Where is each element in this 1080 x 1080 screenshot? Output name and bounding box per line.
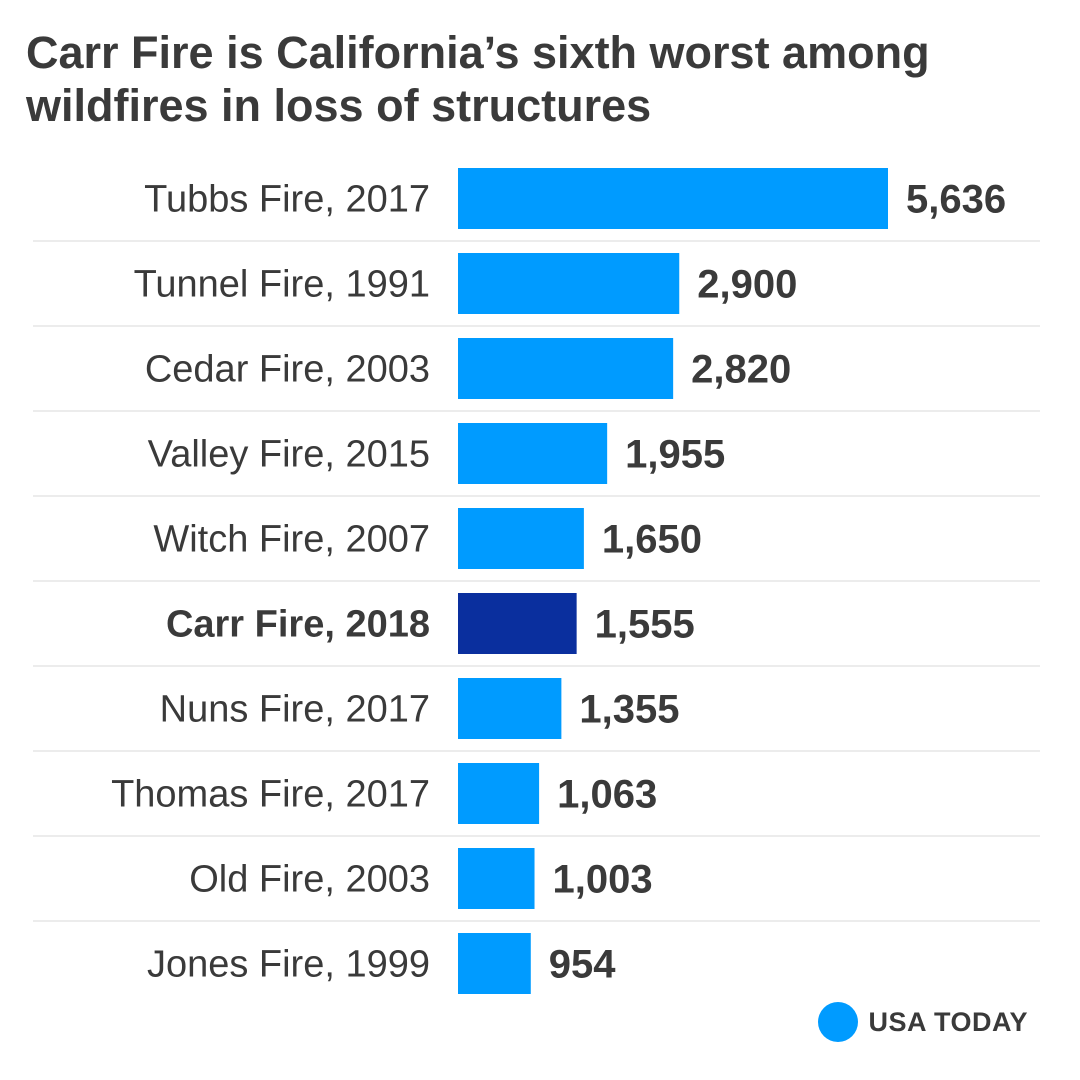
category-labels: Tubbs Fire, 2017 Tunnel Fire, 1991 Cedar F… <box>111 179 430 986</box>
category-label: Nuns Fire, 2017 <box>160 689 430 731</box>
value-label: 954 <box>549 943 616 987</box>
value-label: 5,636 <box>906 178 1006 222</box>
chart-title: Carr Fire is California’s sixth worst am… <box>26 27 930 131</box>
value-label: 1,955 <box>625 433 725 477</box>
value-label: 1,063 <box>557 773 657 817</box>
value-label: 2,900 <box>697 263 797 307</box>
bar-2 <box>458 338 674 399</box>
value-label: 2,820 <box>691 348 791 392</box>
bar-8 <box>458 848 535 909</box>
value-label: 1,555 <box>595 603 695 647</box>
category-label: Old Fire, 2003 <box>189 859 430 901</box>
bar-7 <box>458 763 540 824</box>
value-label: 1,355 <box>579 688 679 732</box>
category-label: Carr Fire, 2018 <box>166 604 430 646</box>
category-label: Thomas Fire, 2017 <box>111 774 430 816</box>
bar-9 <box>458 933 531 994</box>
category-label: Jones Fire, 1999 <box>147 944 430 986</box>
category-label: Cedar Fire, 2003 <box>145 349 430 391</box>
category-label: Tubbs Fire, 2017 <box>144 179 430 221</box>
category-label: Tunnel Fire, 1991 <box>134 264 430 306</box>
bar-3 <box>458 423 608 484</box>
logo-text: USA TODAY <box>868 1006 1028 1037</box>
usa-today-logo: USA TODAY <box>818 1002 1028 1042</box>
usa-today-dot-icon <box>818 1002 859 1042</box>
bar-6 <box>458 678 562 739</box>
bar-5 <box>458 593 577 654</box>
bar-0 <box>458 168 888 229</box>
value-label: 1,650 <box>602 518 702 562</box>
row-separators <box>33 240 1040 922</box>
value-labels: 5,636 2,900 2,820 1,955 1,650 1,555 1,355 1,063… <box>549 178 1006 987</box>
value-label: 1,003 <box>553 858 653 902</box>
bar-1 <box>458 253 680 314</box>
bar-4 <box>458 508 584 569</box>
category-label: Witch Fire, 2007 <box>153 519 430 561</box>
category-label: Valley Fire, 2015 <box>148 434 430 476</box>
bars <box>458 168 888 994</box>
